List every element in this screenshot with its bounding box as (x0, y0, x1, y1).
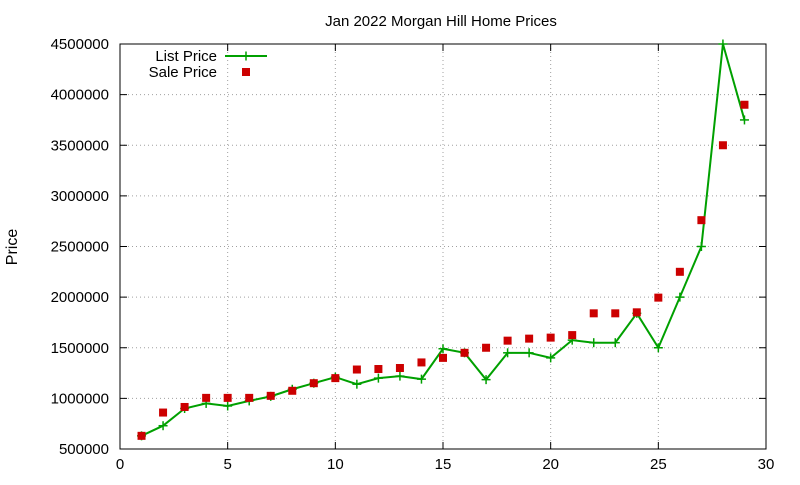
sale-price-point (223, 393, 232, 402)
sale-price-point (331, 374, 340, 383)
sale-price-point (439, 353, 447, 362)
x-tick-label: 5 (223, 456, 231, 473)
list-price-point (503, 348, 513, 358)
x-tick-label: 15 (435, 456, 452, 473)
sale-price-point (525, 334, 534, 343)
y-tick-label: 4500000 (51, 36, 109, 53)
y-axis-label: Price (4, 229, 21, 266)
sale-price-point (202, 393, 211, 402)
sale-price-point (374, 365, 383, 374)
y-tick-label: 1500000 (51, 340, 109, 357)
sale-price-point (611, 309, 620, 318)
x-tick-label: 0 (116, 456, 124, 473)
sale-price-point (266, 391, 275, 400)
list-price-point (352, 379, 362, 389)
list-price-point (696, 242, 706, 251)
sale-price-point (740, 100, 749, 109)
list-price-point (395, 371, 405, 381)
list-price-point (675, 292, 685, 302)
y-tick-label: 2000000 (51, 289, 109, 306)
y-tick-label: 4000000 (51, 87, 109, 104)
legend-marker-sale-price (242, 68, 250, 76)
y-tick-label: 3500000 (51, 137, 109, 154)
sale-price-point (137, 431, 146, 440)
sale-price-point (309, 379, 318, 388)
sale-price-point (159, 408, 168, 417)
x-tick-label: 30 (758, 456, 775, 473)
x-tick-label: 10 (327, 456, 344, 473)
sale-price-point (245, 393, 254, 402)
data-series (137, 39, 749, 441)
legend-marker-list-price (241, 51, 251, 61)
list-price-point (223, 401, 233, 411)
sale-price-point (568, 331, 577, 340)
sale-price-point (503, 336, 512, 345)
sale-price-point (288, 386, 297, 395)
list-price-point (589, 338, 599, 348)
y-tick-label: 500000 (59, 441, 109, 458)
list-price-point (653, 343, 663, 353)
grid-lines (120, 44, 766, 449)
axes: 0 5 10 15 20 25 30 500000 1000000 1500000 2000000 2… (51, 36, 775, 473)
list-price-point (524, 348, 534, 358)
sale-price-point (395, 364, 404, 372)
list-price-point (739, 115, 749, 125)
sale-price-point (632, 308, 641, 317)
sale-price-point (546, 333, 555, 342)
list-price-point (610, 338, 620, 348)
x-tick-label: 20 (542, 456, 559, 473)
sale-price-point (482, 343, 491, 352)
list-price-line (141, 43, 746, 437)
legend-label-list-price: List Price (155, 48, 217, 65)
list-price-point (481, 375, 491, 385)
chart-title: Jan 2022 Morgan Hill Home Prices (325, 13, 557, 30)
sale-price-point (180, 402, 189, 411)
sale-price-point (675, 267, 684, 276)
list-price-point (546, 353, 556, 363)
sale-price-point (654, 293, 663, 302)
legend-label-sale-price: Sale Price (149, 64, 217, 81)
sale-price-point (589, 309, 598, 318)
list-price-point (158, 421, 168, 431)
sale-price-point (417, 358, 426, 367)
y-tick-label: 2500000 (51, 239, 109, 256)
y-tick-label: 1000000 (51, 390, 109, 407)
x-tick-label: 25 (650, 456, 667, 473)
sale-price-point (697, 216, 706, 225)
list-price-point (416, 374, 426, 384)
list-price-point (373, 373, 383, 383)
list-price-point (718, 39, 728, 49)
legend: List Price Sale Price (149, 48, 267, 81)
sale-price-point (718, 141, 727, 150)
sale-price-point (460, 348, 469, 357)
y-tick-label: 3000000 (51, 188, 109, 205)
list-price-point (438, 344, 448, 354)
sale-price-point (352, 365, 361, 374)
